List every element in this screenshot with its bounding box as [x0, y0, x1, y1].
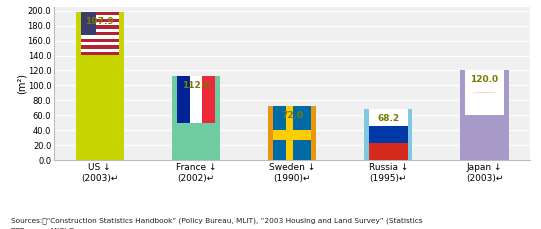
- Bar: [177, 76, 189, 123]
- Bar: [273, 106, 312, 160]
- Bar: [81, 39, 119, 42]
- Bar: [172, 76, 220, 160]
- Bar: [465, 71, 504, 115]
- Bar: [81, 49, 119, 52]
- Bar: [81, 12, 119, 16]
- Bar: [273, 130, 312, 140]
- Bar: [369, 109, 407, 126]
- Bar: [81, 35, 119, 39]
- Bar: [202, 76, 215, 123]
- Bar: [81, 16, 119, 19]
- Bar: [81, 52, 119, 55]
- Bar: [286, 106, 293, 160]
- Bar: [81, 29, 119, 32]
- Bar: [81, 22, 119, 25]
- Bar: [268, 106, 316, 160]
- Bar: [369, 143, 407, 160]
- Bar: [81, 19, 119, 22]
- Bar: [76, 12, 124, 160]
- Text: 120.0: 120.0: [471, 75, 499, 84]
- Bar: [369, 126, 407, 143]
- Text: Sources:	“Construction Statistics Handbook” (Policy Bureau, MLIT), “2003 Housing: Sources: “Construction Statistics Handbo…: [11, 218, 423, 224]
- Bar: [460, 71, 509, 160]
- Y-axis label: (m²): (m²): [16, 73, 26, 94]
- Text: 72.0: 72.0: [281, 111, 303, 120]
- Bar: [81, 45, 119, 49]
- Bar: [81, 32, 119, 35]
- Bar: [364, 109, 412, 160]
- Bar: [81, 42, 119, 45]
- Bar: [189, 76, 202, 123]
- Text: 68.2: 68.2: [377, 114, 399, 123]
- Text: 197.9: 197.9: [85, 17, 114, 26]
- Bar: [81, 12, 96, 35]
- Bar: [81, 25, 119, 29]
- Text: 112.6: 112.6: [182, 81, 210, 90]
- Text: Bureau, MIC).: Bureau, MIC).: [11, 227, 74, 229]
